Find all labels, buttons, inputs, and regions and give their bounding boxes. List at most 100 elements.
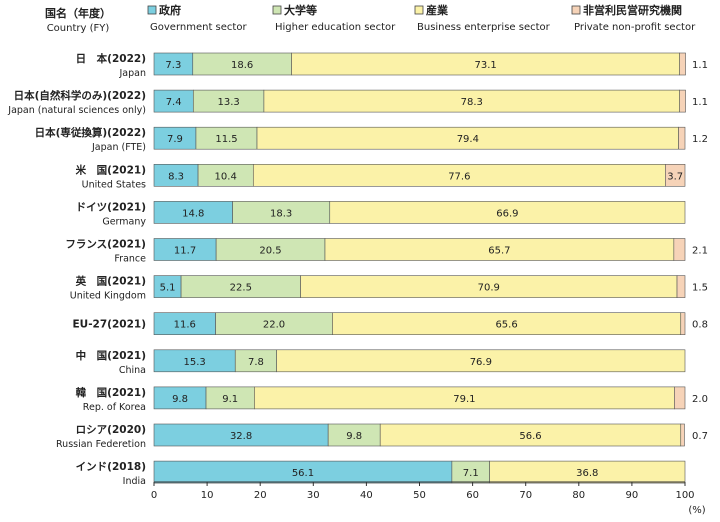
- legend-label-jp: 大学等: [284, 3, 317, 17]
- x-tick-label: 10: [201, 490, 214, 501]
- category-label-en: Rep. of Korea: [83, 402, 146, 413]
- data-label: 32.8: [230, 431, 252, 442]
- legend-swatch: [272, 5, 282, 15]
- x-tick-label: 40: [360, 490, 373, 501]
- data-label: 9.8: [346, 431, 362, 442]
- data-label: 1.1: [692, 60, 708, 71]
- data-label: 14.8: [182, 208, 204, 219]
- category-label-jp: ロシア(2020): [76, 424, 146, 436]
- data-label: 56.1: [292, 468, 314, 479]
- category-label-en: China: [119, 365, 146, 376]
- category-label-jp: 日 本(2022): [76, 52, 146, 65]
- x-tick-label: 50: [413, 490, 426, 501]
- category-label-en: Japan: [119, 68, 147, 79]
- data-label: 78.3: [461, 97, 483, 108]
- category-label-jp: 韓 国(2021): [76, 386, 146, 399]
- header-label-en: Country (FY): [47, 23, 110, 34]
- bar-segment: [329, 201, 686, 224]
- data-label: 7.9: [167, 134, 183, 145]
- data-label: 36.8: [576, 468, 598, 479]
- data-label: 5.1: [160, 283, 176, 294]
- x-tick-label: 20: [254, 490, 267, 501]
- category-label-jp: 日本(自然科学のみ)(2022): [14, 89, 146, 102]
- data-label: 10.4: [215, 171, 237, 182]
- data-label: 7.1: [463, 468, 479, 479]
- data-label: 65.7: [488, 246, 510, 257]
- bar-segment: [678, 126, 686, 150]
- legend-swatch: [414, 5, 424, 15]
- data-label: 15.3: [183, 357, 205, 368]
- legend-swatch: [571, 5, 581, 15]
- category-label-en: France: [114, 254, 146, 265]
- data-label: 1.1: [692, 97, 708, 108]
- data-label: 7.4: [166, 97, 182, 108]
- legend-label-jp: 政府: [159, 3, 181, 17]
- data-label: 66.9: [496, 208, 518, 219]
- data-label: 1.2: [692, 134, 708, 145]
- data-label: 76.9: [470, 357, 492, 368]
- category-label-jp: 米 国(2021): [75, 163, 146, 176]
- data-label: 9.1: [222, 394, 238, 405]
- data-label: 2.1: [692, 246, 708, 257]
- data-label: 0.7: [692, 431, 708, 442]
- bar-segment: [489, 460, 686, 484]
- category-label-jp: ドイツ(2021): [76, 201, 146, 213]
- data-label: 22.0: [263, 320, 285, 331]
- category-label-en: Germany: [102, 216, 146, 227]
- data-label: 7.3: [165, 60, 181, 71]
- data-label: 11.7: [174, 246, 196, 257]
- bar-segment: [673, 238, 686, 261]
- data-label: 8.3: [168, 171, 184, 182]
- x-tick-label: 90: [626, 490, 639, 501]
- x-tick-label: 80: [572, 490, 585, 501]
- data-label: 22.5: [230, 283, 252, 294]
- bar-segment: [276, 349, 686, 373]
- category-label-jp: インド(2018): [76, 461, 146, 473]
- category-label-en: Japan (FTE): [91, 142, 146, 153]
- data-label: 13.3: [217, 97, 239, 108]
- x-tick-label: 0: [151, 490, 157, 501]
- data-label: 77.6: [448, 171, 470, 182]
- data-label: 18.3: [270, 208, 292, 219]
- x-tick-label: 60: [466, 490, 479, 501]
- bar-segment: [676, 275, 686, 298]
- data-label: 65.6: [495, 320, 517, 331]
- category-label-en: Japan (natural sciences only): [7, 105, 146, 116]
- x-tick-label: 100: [675, 490, 694, 501]
- x-tick-label: 70: [519, 490, 532, 501]
- category-label-en: United States: [82, 179, 146, 190]
- bar-segment: [680, 423, 685, 447]
- category-label-jp: 日本(専従換算)(2022): [35, 126, 146, 139]
- data-label: 3.7: [667, 171, 683, 182]
- legend-label-en: Private non-profit sector: [574, 22, 696, 33]
- bar-segment: [665, 164, 686, 187]
- header-label-jp: 国名（年度）: [45, 6, 111, 20]
- data-label: 9.8: [172, 394, 188, 405]
- bar-segment: [674, 386, 686, 410]
- category-label-jp: 中 国(2021): [76, 349, 146, 362]
- x-unit-label: (%): [688, 505, 705, 516]
- data-label: 0.8: [692, 320, 708, 331]
- data-label: 2.0: [692, 394, 708, 405]
- data-label: 20.5: [259, 246, 281, 257]
- category-label-en: Russian Federetion: [56, 439, 146, 450]
- bar-segment: [679, 89, 686, 113]
- data-label: 11.5: [215, 134, 237, 145]
- legend-swatch: [147, 5, 157, 15]
- data-label: 18.6: [231, 60, 253, 71]
- x-tick-label: 30: [307, 490, 320, 501]
- data-label: 79.1: [453, 394, 475, 405]
- legend-label-en: Business enterprise sector: [417, 22, 551, 33]
- legend-label-jp: 産業: [426, 3, 449, 17]
- bar-segment: [680, 312, 686, 336]
- category-label-en: India: [123, 476, 146, 487]
- data-label: 56.6: [519, 431, 541, 442]
- legend-label-en: Government sector: [150, 22, 247, 33]
- category-label-jp: 英 国(2021): [75, 275, 146, 288]
- category-label-jp: EU-27(2021): [73, 319, 147, 331]
- data-label: 7.8: [248, 357, 264, 368]
- legend-label-en: Higher education sector: [275, 22, 396, 33]
- data-label: 70.9: [478, 283, 500, 294]
